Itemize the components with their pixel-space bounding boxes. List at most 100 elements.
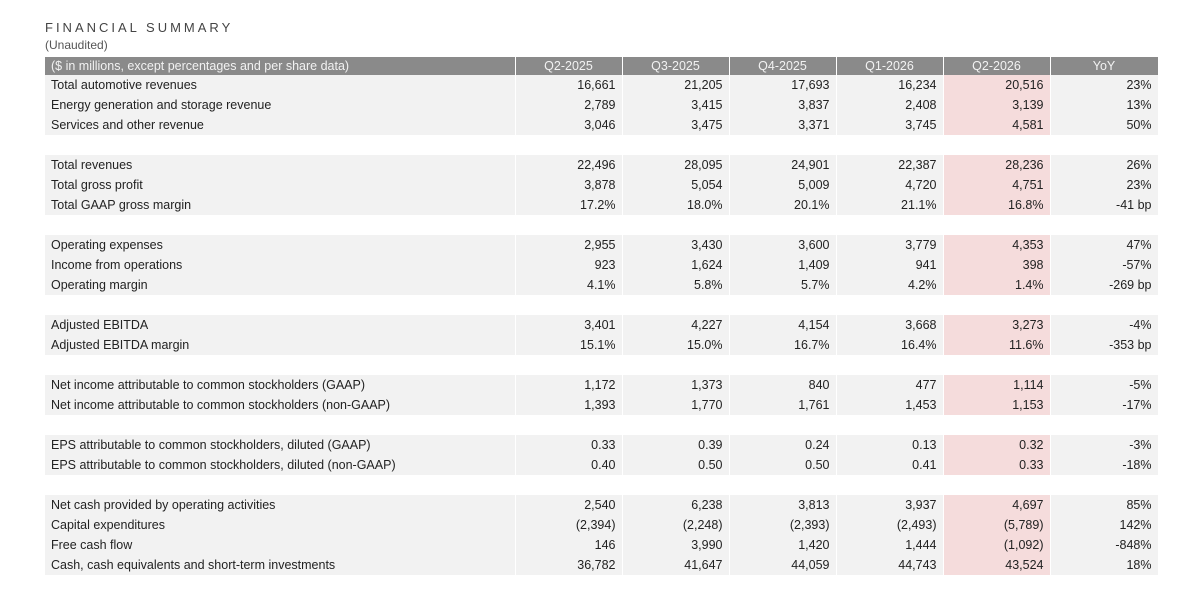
table-cell: 0.50 (622, 455, 730, 475)
table-cell: 24,901 (729, 155, 837, 175)
column-header-q2-2026: Q2-2026 (943, 57, 1051, 75)
table-cell: 3,475 (622, 115, 730, 135)
table-row: Adjusted EBITDA margin 15.1% 15.0% 16.7% 16.… (45, 335, 1159, 355)
table-cell: 20.1% (729, 195, 837, 215)
row-label: Total gross profit (45, 175, 516, 195)
table-row: Free cash flow 146 3,990 1,420 1,444 (1,092) -… (45, 535, 1159, 555)
table-cell: 5.8% (622, 275, 730, 295)
row-label: EPS attributable to common stockholders,… (45, 435, 516, 455)
table-cell: (1,092) (943, 535, 1051, 555)
table-cell: 146 (515, 535, 623, 555)
column-header-q1-2026: Q1-2026 (836, 57, 944, 75)
table-cell: -17% (1050, 395, 1159, 415)
table-cell: 22,387 (836, 155, 944, 175)
table-cell: -269 bp (1050, 275, 1159, 295)
table-row: Total GAAP gross margin 17.2% 18.0% 20.1% 21… (45, 195, 1159, 215)
column-header-q4-2025: Q4-2025 (729, 57, 837, 75)
table-cell: 16.8% (943, 195, 1051, 215)
table-cell: 1.4% (943, 275, 1051, 295)
table-cell: 6,238 (622, 495, 730, 515)
table-cell: 1,114 (943, 375, 1051, 395)
spacer-cell (45, 215, 1159, 235)
spacer-row (45, 415, 1159, 435)
table-cell: 4,751 (943, 175, 1051, 195)
table-row: Net income attributable to common stockh… (45, 395, 1159, 415)
table-row: Net cash provided by operating activitie… (45, 495, 1159, 515)
table-cell: 44,743 (836, 555, 944, 575)
table-row: Cash, cash equivalents and short-term in… (45, 555, 1159, 575)
row-label: Operating margin (45, 275, 516, 295)
table-row: Services and other revenue 3,046 3,475 3,37… (45, 115, 1159, 135)
table-cell: 3,779 (836, 235, 944, 255)
table-cell: (2,248) (622, 515, 730, 535)
row-label: Net income attributable to common stockh… (45, 395, 516, 415)
table-cell: 0.41 (836, 455, 944, 475)
table-cell: 17.2% (515, 195, 623, 215)
table-row: EPS attributable to common stockholders,… (45, 435, 1159, 455)
table-cell: 0.40 (515, 455, 623, 475)
table-cell: 21.1% (836, 195, 944, 215)
table-cell: 3,273 (943, 315, 1051, 335)
spacer-cell (45, 135, 1159, 155)
table-cell: 1,453 (836, 395, 944, 415)
table-cell: 923 (515, 255, 623, 275)
table-cell: 3,937 (836, 495, 944, 515)
table-cell: 16,661 (515, 75, 623, 95)
table-cell: 3,668 (836, 315, 944, 335)
table-header-row: ($ in millions, except percentages and p… (45, 57, 1159, 75)
table-cell: (2,394) (515, 515, 623, 535)
table-cell: 3,990 (622, 535, 730, 555)
row-label: Capital expenditures (45, 515, 516, 535)
table-cell: 16.7% (729, 335, 837, 355)
table-cell: 16,234 (836, 75, 944, 95)
table-cell: 22,496 (515, 155, 623, 175)
table-cell: 85% (1050, 495, 1159, 515)
table-cell: 17,693 (729, 75, 837, 95)
table-cell: 2,540 (515, 495, 623, 515)
table-cell: (5,789) (943, 515, 1051, 535)
row-label: Total automotive revenues (45, 75, 516, 95)
table-cell: 18% (1050, 555, 1159, 575)
table-cell: 3,046 (515, 115, 623, 135)
table-cell: 4,227 (622, 315, 730, 335)
table-cell: 50% (1050, 115, 1159, 135)
row-label: Adjusted EBITDA (45, 315, 516, 335)
row-label: Income from operations (45, 255, 516, 275)
row-label: Energy generation and storage revenue (45, 95, 516, 115)
table-cell: 3,600 (729, 235, 837, 255)
page-subtitle: (Unaudited) (45, 38, 108, 52)
table-cell: 43,524 (943, 555, 1051, 575)
table-cell: 1,373 (622, 375, 730, 395)
table-cell: 3,745 (836, 115, 944, 135)
table-cell: -4% (1050, 315, 1159, 335)
table-row: Total gross profit 3,878 5,054 5,009 4,720 4,… (45, 175, 1159, 195)
table-cell: 0.50 (729, 455, 837, 475)
table-cell: -848% (1050, 535, 1159, 555)
table-cell: 28,095 (622, 155, 730, 175)
spacer-row (45, 215, 1159, 235)
column-header-q2-2025: Q2-2025 (515, 57, 623, 75)
table-cell: 15.0% (622, 335, 730, 355)
table-cell: 36,782 (515, 555, 623, 575)
table-cell: 0.32 (943, 435, 1051, 455)
table-cell: -57% (1050, 255, 1159, 275)
spacer-cell (45, 415, 1159, 435)
table-cell: 3,837 (729, 95, 837, 115)
table-cell: 4,353 (943, 235, 1051, 255)
table-cell: 4,154 (729, 315, 837, 335)
table-row: Net income attributable to common stockh… (45, 375, 1159, 395)
column-header-q3-2025: Q3-2025 (622, 57, 730, 75)
table-cell: 1,153 (943, 395, 1051, 415)
row-label: Net income attributable to common stockh… (45, 375, 516, 395)
table-cell: 3,430 (622, 235, 730, 255)
table-cell: 4,697 (943, 495, 1051, 515)
table-cell: 142% (1050, 515, 1159, 535)
table-cell: 5.7% (729, 275, 837, 295)
table-row: Total revenues 22,496 28,095 24,901 22,387 28… (45, 155, 1159, 175)
table-cell: 13% (1050, 95, 1159, 115)
spacer-cell (45, 295, 1159, 315)
column-header-yoy: YoY (1050, 57, 1159, 75)
table-cell: 3,813 (729, 495, 837, 515)
table-cell: 1,761 (729, 395, 837, 415)
table-cell: 1,420 (729, 535, 837, 555)
